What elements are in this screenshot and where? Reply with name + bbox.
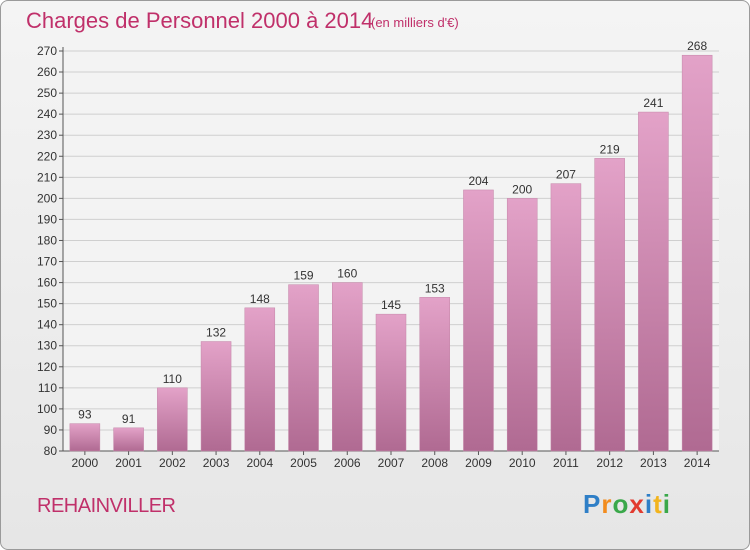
data-label: 145 xyxy=(381,298,401,312)
x-tick-label: 2014 xyxy=(684,456,711,470)
x-tick-label: 2010 xyxy=(509,456,536,470)
x-tick-label: 2004 xyxy=(246,456,273,470)
y-tick-label: 90 xyxy=(44,423,58,437)
y-tick-label: 110 xyxy=(38,381,57,395)
bar xyxy=(157,387,188,452)
x-tick-label: 2011 xyxy=(553,456,579,470)
data-label: 207 xyxy=(556,168,576,182)
x-tick-label: 2001 xyxy=(115,456,142,470)
data-label: 153 xyxy=(425,281,445,295)
x-tick-label: 2008 xyxy=(421,456,448,470)
bar xyxy=(681,54,713,452)
y-tick-label: 180 xyxy=(37,233,57,247)
y-tick-label: 140 xyxy=(37,318,57,332)
chart-title: Charges de Personnel 2000 à 2014 xyxy=(26,8,373,33)
y-tick-label: 200 xyxy=(37,191,57,205)
bars: 93 91 110 132 148 159 160 145 153 204 200 207 219 241… xyxy=(69,39,713,452)
y-tick-label: 170 xyxy=(37,255,57,269)
y-tick-label: 210 xyxy=(37,170,57,184)
y-tick-label: 240 xyxy=(37,107,57,121)
x-tick-label: 2000 xyxy=(72,456,99,470)
y-tick-label: 190 xyxy=(37,212,57,226)
y-tick-label: 120 xyxy=(37,360,57,374)
x-tick-label: 2003 xyxy=(203,456,230,470)
logo-letter: r xyxy=(601,489,613,519)
proxiti-logo: Proxiti xyxy=(583,489,671,520)
axes: 80 90 100 110 120 130 140 150 160 170 180 190 200 210… xyxy=(37,44,719,470)
logo-letter: x xyxy=(629,489,645,519)
data-label: 159 xyxy=(294,269,314,283)
bar xyxy=(638,111,669,452)
x-tick-label: 2009 xyxy=(465,456,492,470)
bar xyxy=(375,313,407,452)
y-tick-label: 130 xyxy=(37,339,57,353)
y-tick-label: 220 xyxy=(37,149,57,163)
x-tick-label: 2007 xyxy=(378,456,405,470)
y-tick-label: 270 xyxy=(37,44,57,58)
data-label: 219 xyxy=(600,142,620,156)
y-tick-label: 100 xyxy=(37,402,57,416)
x-tick-label: 2002 xyxy=(159,456,186,470)
y-tick-label: 150 xyxy=(37,297,57,311)
data-label: 200 xyxy=(512,182,532,196)
data-label: 241 xyxy=(643,96,663,110)
bar xyxy=(332,282,363,452)
y-tick-label: 260 xyxy=(37,65,57,79)
y-tick-label: 80 xyxy=(44,444,58,458)
y-tick-label: 160 xyxy=(37,276,57,290)
place-name: REHAINVILLER xyxy=(37,495,176,517)
bar xyxy=(113,427,144,452)
bar xyxy=(419,297,450,452)
data-label: 160 xyxy=(337,267,357,281)
bar xyxy=(463,189,494,452)
logo-letter: t xyxy=(653,489,663,519)
bar xyxy=(244,307,276,452)
logo-letter: P xyxy=(583,489,602,519)
bar xyxy=(69,423,101,452)
y-tick-label: 250 xyxy=(37,86,57,100)
logo-letter: i xyxy=(644,489,654,519)
data-label: 132 xyxy=(206,326,226,340)
bar xyxy=(594,158,625,452)
bar xyxy=(200,341,232,452)
logo-letter: i xyxy=(662,489,671,519)
bar xyxy=(550,183,582,452)
logo-letter: o xyxy=(612,489,630,519)
chart-subtitle: (en milliers d'€) xyxy=(371,15,459,30)
data-label: 148 xyxy=(250,292,270,306)
x-tick-label: 2006 xyxy=(334,456,361,470)
y-tick-label: 230 xyxy=(37,128,57,142)
x-tick-label: 2012 xyxy=(596,456,623,470)
data-label: 204 xyxy=(468,174,488,188)
bar xyxy=(506,198,538,452)
x-tick-label: 2013 xyxy=(640,456,667,470)
bar xyxy=(288,284,319,452)
data-label: 93 xyxy=(78,408,92,422)
data-label: 268 xyxy=(687,39,707,53)
data-label: 110 xyxy=(163,372,182,386)
x-tick-label: 2005 xyxy=(290,456,317,470)
data-label: 91 xyxy=(122,412,136,426)
